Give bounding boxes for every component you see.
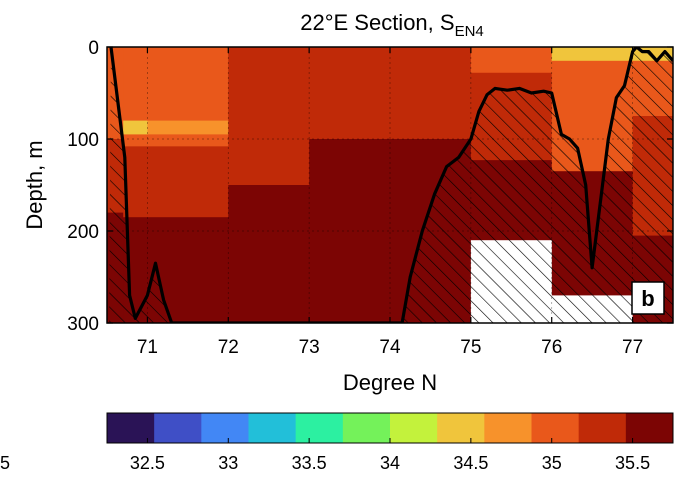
colorbar-swatch-4 (295, 413, 344, 443)
heatmap-cell-3 (123, 47, 148, 122)
colorbar-tick-label: 32.5 (130, 453, 165, 473)
heatmap-cell-5 (123, 134, 148, 147)
heatmap-cell-15 (309, 47, 391, 140)
colorbar-swatch-11 (625, 413, 674, 443)
y-axis-ticks: 0 100 200 300 (67, 38, 673, 335)
heatmap-cell-14 (228, 185, 310, 323)
heatmap-cell-22 (551, 47, 634, 62)
colorbar-swatch-7 (437, 413, 485, 443)
panel-label-box: b (631, 281, 665, 315)
colorbar-tick-label: 33.5 (292, 453, 327, 473)
panel-label: b (641, 286, 654, 311)
y-tick-label: 0 (88, 38, 99, 59)
chart-title-main: 22°E Section, S (300, 10, 454, 35)
x-tick-label: 76 (541, 337, 562, 358)
chart-title: 22°E Section, SEN4 (300, 10, 484, 40)
seafloor-hatch (109, 47, 673, 323)
colorbar-swatch-9 (531, 413, 580, 443)
plot-area (107, 47, 673, 323)
heatmap-cell-11 (147, 146, 229, 218)
heatmap-cell-10 (147, 134, 229, 147)
x-tick-label: 75 (460, 337, 481, 358)
colorbar-swatch-1 (154, 413, 202, 443)
heatmap-cell-13 (228, 47, 310, 186)
x-tick-label: 72 (218, 337, 239, 358)
x-tick-label: 74 (379, 337, 401, 358)
heatmap-cell-17 (390, 47, 472, 140)
heatmap-cell-16 (309, 139, 391, 323)
colorbar-tick-label: 35 (542, 453, 562, 473)
y-tick-label: 200 (67, 222, 99, 243)
y-tick-label: 100 (67, 130, 99, 151)
colorbar-tick-label: 35.5 (615, 453, 650, 473)
colorbar-tick-label: 34 (380, 453, 400, 473)
colorbar-swatch-3 (248, 413, 297, 443)
y-tick-label: 300 (67, 314, 99, 335)
colorbar-swatch-6 (390, 413, 438, 443)
colorbar-swatch-8 (484, 413, 532, 443)
colorbar: 32.5 33 33.5 34 34.5 35 35.5 (106, 412, 674, 473)
colorbar-swatch-0 (107, 413, 155, 443)
heatmap-cell-8 (147, 47, 229, 122)
colorbar-swatch-10 (578, 413, 627, 443)
x-tick-label: 71 (137, 337, 158, 358)
x-axis-label: Degree N (343, 370, 437, 395)
heatmap-cell-9 (147, 120, 229, 135)
y-axis-label: Depth, m (22, 140, 47, 229)
bathymetry-line (109, 47, 673, 323)
colorbar-partial-tick: 5 (0, 453, 10, 473)
x-tick-label: 77 (622, 337, 643, 358)
heatmap-cell-4 (123, 120, 148, 135)
heatmap-cell-19 (470, 47, 553, 74)
colorbar-swatch-5 (342, 413, 391, 443)
colorbar-tick-label: 33 (218, 453, 238, 473)
x-tick-label: 73 (299, 337, 320, 358)
x-axis-ticks: 71 72 73 74 75 76 77 (137, 47, 643, 358)
colorbar-swatch-2 (201, 413, 249, 443)
chart-title-subscript: EN4 (455, 23, 484, 40)
colorbar-tick-label: 34.5 (453, 453, 488, 473)
